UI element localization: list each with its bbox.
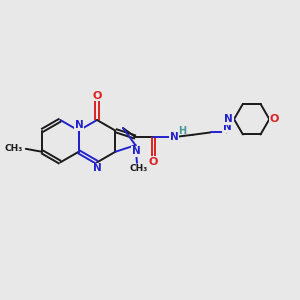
Text: H: H [178, 126, 186, 136]
Text: O: O [148, 157, 158, 166]
Text: N: N [223, 122, 232, 132]
Text: N: N [93, 163, 102, 173]
Text: N: N [132, 146, 140, 156]
Text: N: N [75, 120, 83, 130]
Text: CH₃: CH₃ [129, 164, 148, 173]
Text: N: N [170, 132, 179, 142]
Text: O: O [270, 114, 279, 124]
Text: O: O [92, 91, 102, 101]
Text: N: N [224, 114, 233, 124]
Text: CH₃: CH₃ [4, 144, 23, 153]
